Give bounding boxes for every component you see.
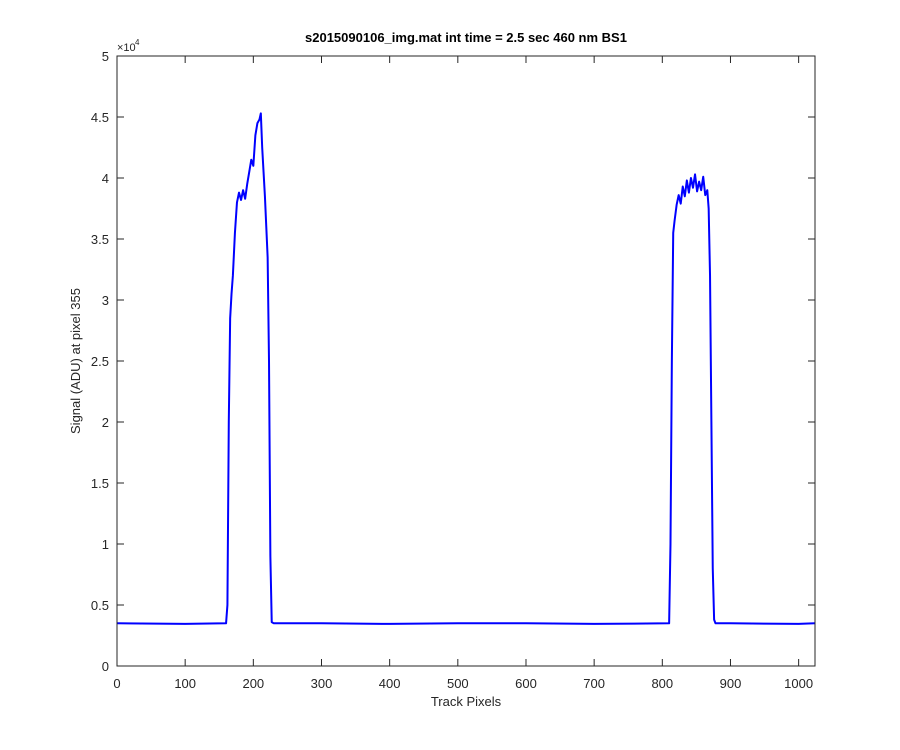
y-tick-label: 3	[102, 293, 109, 308]
y-tick-label: 5	[102, 49, 109, 64]
y-tick-label: 1.5	[91, 476, 109, 491]
x-tick-label: 100	[174, 676, 196, 691]
y-multiplier-exponent: 4	[135, 38, 140, 47]
x-tick-label: 500	[447, 676, 469, 691]
chart-title: s2015090106_img.mat int time = 2.5 sec 4…	[305, 30, 627, 45]
y-tick-label: 0	[102, 659, 109, 674]
y-tick-label: 4.5	[91, 110, 109, 125]
x-tick-label: 200	[242, 676, 264, 691]
x-tick-label: 900	[720, 676, 742, 691]
y-tick-label: 4	[102, 171, 109, 186]
y-axis-label: Signal (ADU) at pixel 355	[68, 288, 83, 434]
x-tick-label: 0	[113, 676, 120, 691]
x-tick-label: 600	[515, 676, 537, 691]
y-tick-label: 2	[102, 415, 109, 430]
y-tick-label: 1	[102, 537, 109, 552]
data-line	[116, 112, 816, 625]
x-axis-label: Track Pixels	[431, 694, 502, 709]
x-tick-label: 1000	[784, 676, 813, 691]
x-tick-label: 700	[583, 676, 605, 691]
x-tick-label: 800	[651, 676, 673, 691]
y-tick-label: 2.5	[91, 354, 109, 369]
y-multiplier: ×10	[117, 42, 136, 54]
x-tick-label: 400	[379, 676, 401, 691]
y-tick-label: 0.5	[91, 598, 109, 613]
x-tick-label: 300	[311, 676, 333, 691]
y-tick-label: 3.5	[91, 232, 109, 247]
plot-area	[117, 56, 815, 666]
